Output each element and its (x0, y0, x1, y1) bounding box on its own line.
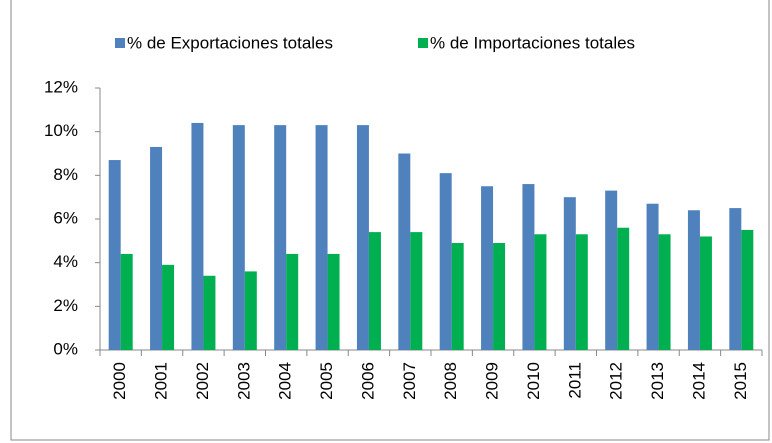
bar (203, 275, 216, 350)
bar (563, 197, 576, 350)
bar (729, 208, 742, 350)
x-tick-label: 2013 (648, 362, 667, 400)
legend-label: % de Importaciones totales (430, 33, 635, 52)
bar (162, 264, 175, 350)
x-tick-label: 2005 (317, 362, 336, 400)
x-tick-label: 2015 (731, 362, 750, 400)
bar (150, 146, 163, 350)
bar (398, 153, 411, 350)
bar (368, 232, 381, 350)
bar (439, 173, 452, 350)
bar (191, 122, 204, 350)
chart-border (10, 0, 770, 441)
y-tick-label: 6% (53, 208, 78, 227)
bar (108, 160, 121, 350)
bar (605, 190, 618, 350)
x-tick-label: 2012 (607, 362, 626, 400)
y-tick-label: 4% (53, 252, 78, 271)
x-tick-label: 2011 (565, 362, 584, 399)
y-tick-label: 10% (44, 121, 78, 140)
bar (327, 253, 340, 350)
y-tick-label: 8% (53, 165, 78, 184)
bar (244, 271, 257, 350)
legend-label: % de Exportaciones totales (127, 33, 333, 52)
bar (232, 125, 245, 350)
x-tick-label: 2010 (524, 362, 543, 400)
bar (120, 253, 133, 350)
bar (481, 186, 494, 350)
x-tick-label: 2006 (358, 362, 377, 400)
y-tick-label: 2% (53, 296, 78, 315)
bar (286, 253, 299, 350)
bar (575, 234, 588, 350)
bar (658, 234, 671, 350)
bar (646, 203, 659, 350)
x-tick-label: 2001 (152, 362, 171, 400)
x-tick-label: 2009 (483, 362, 502, 400)
legend-swatch (115, 38, 125, 48)
bar (741, 229, 754, 350)
x-tick-label: 2007 (400, 362, 419, 400)
x-tick-label: 2000 (110, 362, 129, 400)
x-tick-label: 2008 (441, 362, 460, 400)
x-tick-label: 2003 (234, 362, 253, 400)
y-tick-label: 12% (44, 77, 78, 96)
bar (522, 184, 535, 350)
bar (699, 236, 712, 350)
y-tick-label: 0% (53, 339, 78, 358)
bar (315, 125, 328, 350)
x-tick-label: 2004 (276, 362, 295, 400)
bar (617, 227, 630, 350)
legend-swatch (418, 38, 428, 48)
bar (274, 125, 287, 350)
x-tick-label: 2002 (193, 362, 212, 400)
bar (410, 232, 423, 350)
bar (451, 243, 464, 350)
x-tick-label: 2014 (689, 362, 708, 400)
bar (493, 243, 506, 350)
bar (356, 125, 369, 350)
bar (687, 210, 700, 350)
bar (534, 234, 547, 350)
